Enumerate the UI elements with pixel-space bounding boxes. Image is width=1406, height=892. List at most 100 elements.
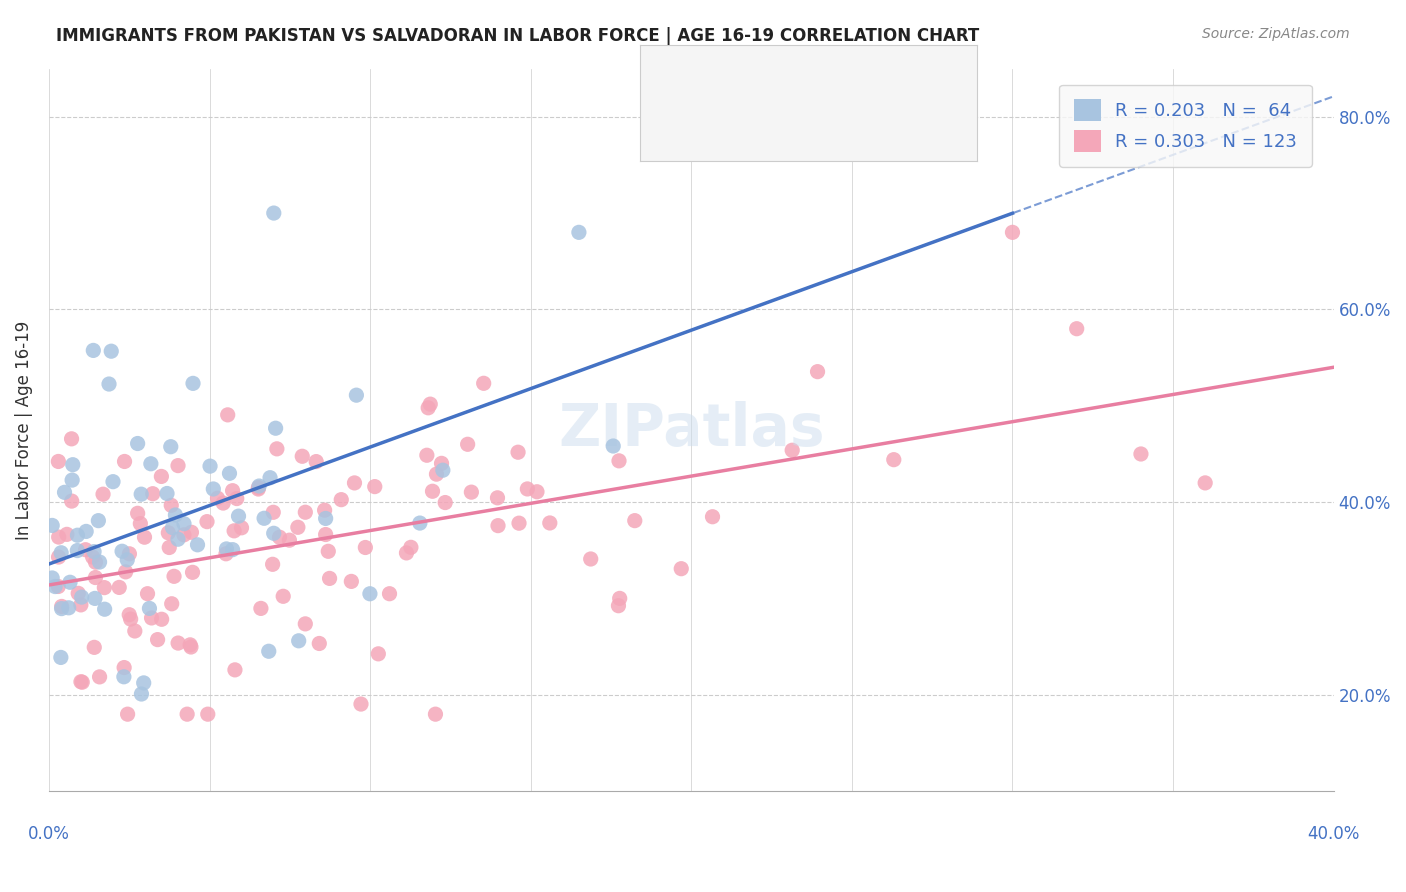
- Point: [41, 518, 63, 533]
- Point: [84, 591, 107, 606]
- Point: [98, 377, 121, 392]
- Point: [1129, 447, 1152, 461]
- Point: [354, 541, 377, 555]
- Point: [609, 591, 631, 606]
- Point: [112, 660, 135, 674]
- Point: [49, 546, 72, 560]
- Point: [118, 607, 141, 622]
- Point: [308, 636, 330, 650]
- Point: [186, 538, 208, 552]
- Point: [167, 533, 190, 547]
- Point: [218, 467, 240, 481]
- Point: [48, 530, 70, 544]
- Point: [278, 533, 301, 548]
- Point: [70, 675, 93, 690]
- Text: 0.0%: 0.0%: [28, 825, 70, 843]
- Point: [53, 485, 76, 500]
- Point: [225, 491, 247, 506]
- Point: [83, 640, 105, 655]
- Point: [157, 525, 180, 540]
- Point: [262, 558, 284, 572]
- Point: [141, 611, 163, 625]
- Point: [212, 496, 235, 510]
- Point: [294, 616, 316, 631]
- Point: [671, 562, 693, 576]
- Point: [51, 601, 73, 615]
- Point: [432, 463, 454, 477]
- Point: [60, 494, 83, 508]
- Point: [136, 587, 159, 601]
- Point: [100, 344, 122, 359]
- Point: [160, 597, 183, 611]
- Point: [202, 482, 225, 496]
- Point: [114, 454, 136, 468]
- Point: [181, 566, 204, 580]
- Point: [114, 565, 136, 579]
- Point: [702, 509, 724, 524]
- Point: [118, 547, 141, 561]
- Point: [207, 491, 229, 506]
- Point: [117, 707, 139, 722]
- Point: [41, 571, 63, 585]
- Point: [247, 481, 270, 495]
- Point: [66, 528, 89, 542]
- Point: [138, 601, 160, 615]
- Point: [418, 401, 440, 415]
- Point: [883, 452, 905, 467]
- Point: [195, 515, 218, 529]
- Point: [419, 397, 441, 411]
- Point: [378, 587, 401, 601]
- Point: [56, 527, 79, 541]
- Point: [316, 544, 339, 558]
- Point: [62, 458, 84, 472]
- Point: [259, 471, 281, 485]
- Point: [291, 450, 314, 464]
- Point: [165, 508, 187, 522]
- Point: [409, 516, 432, 530]
- Point: [46, 579, 69, 593]
- Point: [247, 479, 270, 493]
- Point: [181, 376, 204, 391]
- Point: [224, 524, 246, 538]
- Point: [173, 516, 195, 531]
- Point: [287, 520, 309, 534]
- Point: [60, 473, 83, 487]
- Point: [48, 454, 70, 468]
- Point: [314, 503, 336, 517]
- Point: [180, 640, 202, 654]
- Point: [70, 674, 93, 689]
- Point: [179, 638, 201, 652]
- Point: [160, 498, 183, 512]
- Point: [364, 480, 387, 494]
- Point: [315, 511, 337, 525]
- Point: [60, 432, 83, 446]
- Point: [538, 516, 561, 530]
- Point: [422, 484, 444, 499]
- Point: [82, 343, 104, 358]
- Point: [198, 459, 221, 474]
- Point: [159, 440, 181, 454]
- Point: [93, 581, 115, 595]
- Point: [395, 546, 418, 560]
- Text: ZIPatlas: ZIPatlas: [558, 401, 824, 458]
- Point: [108, 581, 131, 595]
- Point: [111, 544, 134, 558]
- Point: [343, 475, 366, 490]
- Point: [231, 521, 253, 535]
- Point: [91, 487, 114, 501]
- Point: [257, 644, 280, 658]
- Point: [416, 448, 439, 462]
- Point: [579, 552, 602, 566]
- Point: [129, 487, 152, 501]
- Point: [568, 225, 591, 239]
- Y-axis label: In Labor Force | Age 16-19: In Labor Force | Age 16-19: [15, 320, 32, 540]
- Point: [70, 598, 93, 612]
- Point: [936, 128, 959, 143]
- Point: [367, 647, 389, 661]
- Point: [120, 612, 142, 626]
- Point: [84, 570, 107, 584]
- Point: [163, 569, 186, 583]
- Point: [87, 514, 110, 528]
- Point: [70, 590, 93, 604]
- Point: [623, 514, 645, 528]
